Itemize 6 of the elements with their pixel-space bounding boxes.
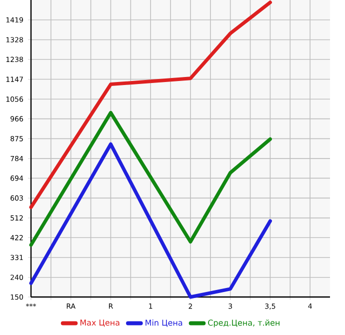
legend-label: Min Цена — [146, 320, 182, 327]
line-series — [29, 110, 272, 247]
legend-label: Сред.Цена, т.йен — [208, 320, 280, 328]
line-series — [29, 142, 272, 299]
line-series — [29, 0, 272, 209]
legend-label: Max Цена — [80, 320, 120, 327]
